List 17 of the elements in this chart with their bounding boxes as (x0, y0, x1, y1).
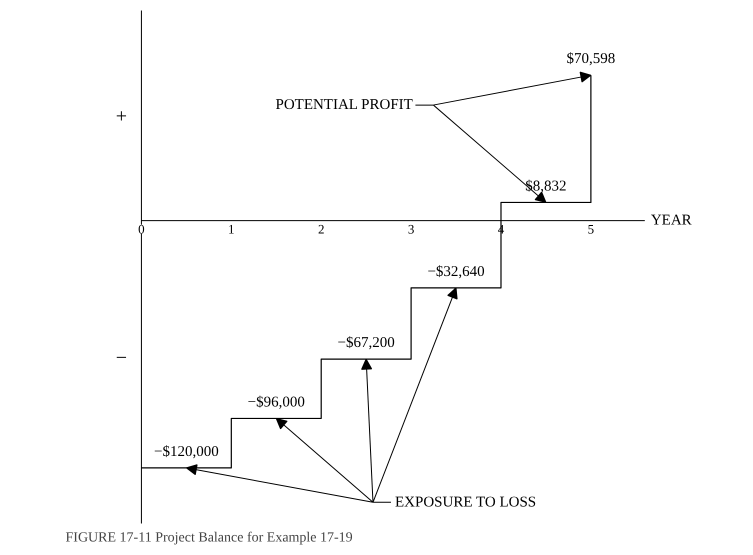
text: − (116, 346, 128, 369)
text: + (116, 106, 128, 128)
x-tick-label: 2 (318, 222, 324, 237)
x-axis-title: YEAR (650, 212, 692, 229)
data-label: −$120,000 (154, 444, 219, 460)
x-tick-label: 1 (228, 222, 235, 237)
data-label: $8,832 (525, 178, 567, 194)
annotation: EXPOSURE TO LOSS (394, 494, 536, 510)
x-tick-label: 5 (588, 222, 594, 237)
text: FIGURE 17-11 Project Balance for Example 17-19 (66, 530, 353, 546)
data-label: −$67,200 (338, 335, 395, 352)
x-tick-label: 0 (138, 222, 145, 237)
data-label: −$96,000 (248, 394, 305, 410)
data-label: −$32,640 (427, 264, 485, 280)
data-label: $70,598 (566, 51, 616, 68)
x-tick-label: 3 (408, 222, 414, 237)
annotation: POTENTIAL PROFIT (275, 97, 413, 114)
